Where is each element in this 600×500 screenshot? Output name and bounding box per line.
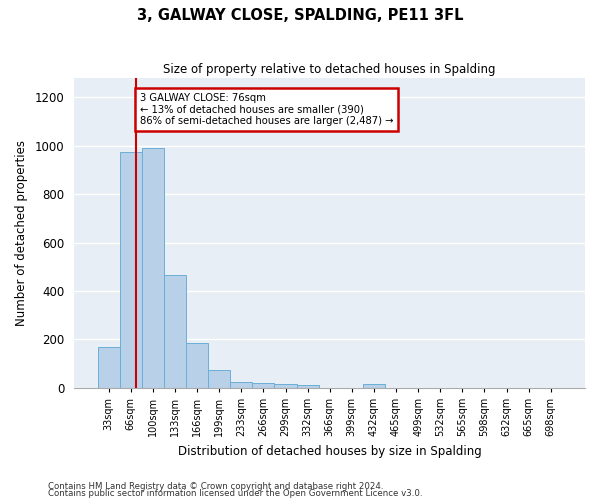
Bar [274, 384, 296, 388]
Bar [253, 383, 274, 388]
Bar [208, 370, 230, 388]
Bar [120, 152, 142, 388]
Bar [98, 346, 120, 388]
Bar [186, 343, 208, 388]
Text: Contains HM Land Registry data © Crown copyright and database right 2024.: Contains HM Land Registry data © Crown c… [48, 482, 383, 491]
Bar [230, 382, 253, 388]
Bar [164, 276, 186, 388]
Bar [363, 384, 385, 388]
Bar [296, 386, 319, 388]
Title: Size of property relative to detached houses in Spalding: Size of property relative to detached ho… [163, 62, 496, 76]
Text: 3, GALWAY CLOSE, SPALDING, PE11 3FL: 3, GALWAY CLOSE, SPALDING, PE11 3FL [137, 8, 463, 22]
Y-axis label: Number of detached properties: Number of detached properties [15, 140, 28, 326]
Text: Contains public sector information licensed under the Open Government Licence v3: Contains public sector information licen… [48, 490, 422, 498]
Bar [142, 148, 164, 388]
X-axis label: Distribution of detached houses by size in Spalding: Distribution of detached houses by size … [178, 444, 482, 458]
Text: 3 GALWAY CLOSE: 76sqm
← 13% of detached houses are smaller (390)
86% of semi-det: 3 GALWAY CLOSE: 76sqm ← 13% of detached … [140, 92, 393, 126]
